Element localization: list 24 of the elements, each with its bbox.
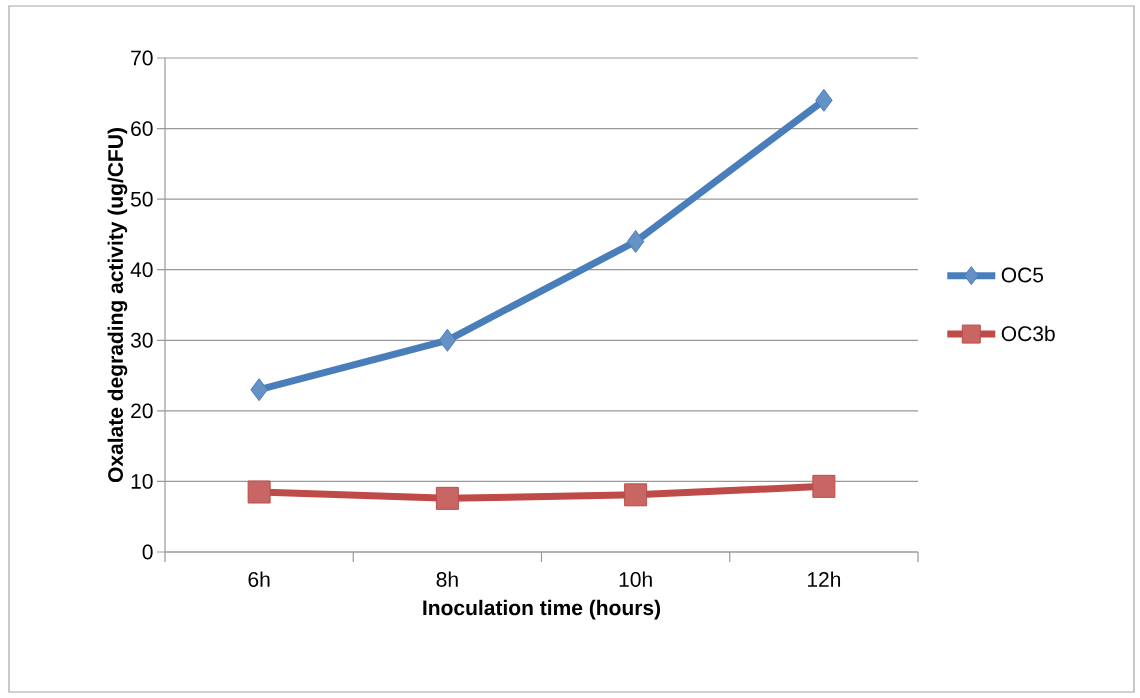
point bbox=[435, 486, 459, 510]
point bbox=[247, 480, 271, 504]
x-tick-label: 8h bbox=[436, 571, 458, 587]
y-tick-label: 10 bbox=[131, 473, 153, 489]
point bbox=[624, 483, 648, 507]
point bbox=[626, 229, 645, 253]
legend-label: OC5 bbox=[1001, 267, 1044, 283]
y-tick-label: 70 bbox=[131, 50, 153, 66]
y-tick-label: 30 bbox=[130, 332, 153, 348]
point bbox=[815, 88, 833, 112]
x-tick-label: 6h bbox=[248, 571, 270, 587]
point bbox=[438, 328, 457, 352]
y-tick-label: 60 bbox=[131, 121, 153, 136]
x-tick-label: 12h bbox=[807, 571, 841, 587]
point bbox=[812, 474, 836, 498]
y-tick-label: 50 bbox=[130, 191, 153, 207]
y-tick-label: 20 bbox=[131, 403, 153, 419]
y-tick-label: 0 bbox=[142, 544, 153, 560]
point bbox=[250, 378, 268, 402]
y-axis-title: Oxalate degrading activity (ug/CFU) bbox=[107, 128, 128, 483]
x-axis-title: Inoculation time (hours) bbox=[423, 599, 661, 620]
legend-label: OC3b bbox=[1001, 325, 1055, 342]
y-tick-label: 40 bbox=[130, 262, 153, 278]
x-tick-label: 10h bbox=[619, 571, 652, 587]
